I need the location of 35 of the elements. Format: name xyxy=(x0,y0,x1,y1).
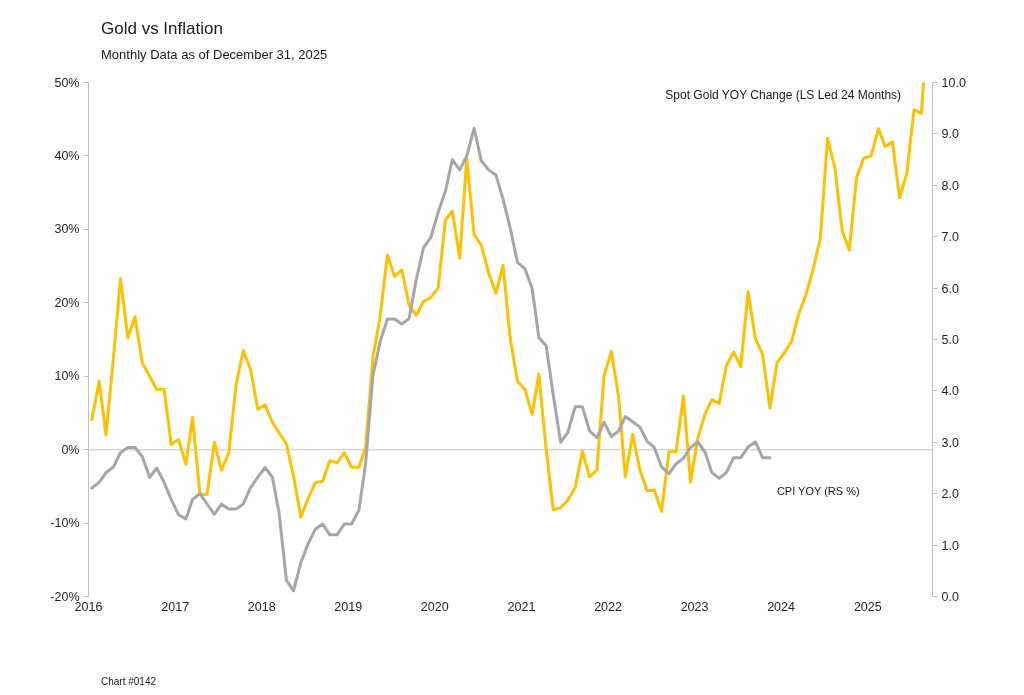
y-tick-label: 50% xyxy=(54,75,80,90)
y-tick-label: 40% xyxy=(54,148,80,163)
y-tick-label: 0% xyxy=(61,442,80,457)
y2-tick-label: 1.0 xyxy=(941,538,959,553)
x-tick-label: 2021 xyxy=(507,599,536,614)
x-tick-label: 2016 xyxy=(74,599,103,614)
chart-subtitle: Monthly Data as of December 31, 2025 xyxy=(101,47,328,62)
series-label: Spot Gold YOY Change (LS Led 24 Months) xyxy=(665,88,902,103)
y2-tick-label: 7.0 xyxy=(941,230,959,245)
x-tick-label: 2019 xyxy=(334,599,363,614)
y2-tick-label: 5.0 xyxy=(941,333,959,347)
y2-tick-label: 0.0 xyxy=(941,590,959,604)
y2-tick-label: 4.0 xyxy=(941,384,959,399)
y-tick-label: -10% xyxy=(50,516,80,531)
text: CPI YOY (RS %) xyxy=(776,484,860,497)
chart-title: Gold vs Inflation xyxy=(101,19,223,39)
y-tick-label: 10% xyxy=(54,369,80,384)
x-tick-label: 2023 xyxy=(680,599,709,614)
x-tick-label: 2025 xyxy=(853,599,882,614)
y2-tick-label: 6.0 xyxy=(941,281,959,296)
y2-tick-label: 10.0 xyxy=(941,76,966,90)
x-tick-label: 2018 xyxy=(247,599,276,614)
line-series xyxy=(90,82,925,519)
x-tick-label: 2022 xyxy=(594,599,622,614)
y2-tick-label: 9.0 xyxy=(941,127,959,142)
y2-tick-label: 2.0 xyxy=(941,487,959,502)
x-tick-label: 2017 xyxy=(161,599,190,614)
x-tick-label: 2024 xyxy=(767,599,795,614)
x-tick-label: 2020 xyxy=(420,599,449,614)
y-tick-label: 20% xyxy=(54,295,80,310)
y-tick-label: 30% xyxy=(54,222,80,237)
y2-tick-label: 3.0 xyxy=(941,435,959,450)
line-series xyxy=(90,126,772,593)
text: Chart #0142 xyxy=(101,675,157,689)
y2-tick-label: 8.0 xyxy=(941,178,959,193)
